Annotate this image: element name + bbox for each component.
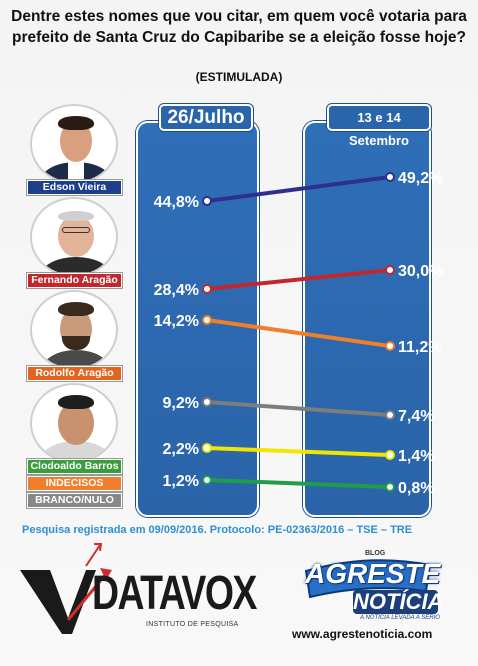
candidate-photo-clodoaldo <box>30 383 118 463</box>
datavox-subtitle: INSTITUTO DE PESQUISA <box>146 621 239 628</box>
pointer-arrow-icon <box>85 543 103 567</box>
label-july-edson-vieira: 44,8% <box>154 194 199 211</box>
label-september-branco-nulo: 0,8% <box>398 480 434 497</box>
label-september-fernando-aragao: 30,0% <box>398 263 443 280</box>
badge-indecisos: INDECISOS <box>27 476 122 491</box>
point-end-indecisos <box>385 450 395 460</box>
datavox-logo-icon <box>20 568 112 634</box>
candidate-badge-rodolfo: Rodolfo Aragão <box>27 366 122 381</box>
website-link[interactable]: www.agrestenoticia.com <box>292 627 433 641</box>
series-line-branco-nulo <box>206 478 391 489</box>
point-end-rodolfo-aragao <box>385 341 395 351</box>
label-september-edson-vieira: 49,2% <box>398 170 443 187</box>
label-july-branco-nulo: 1,2% <box>163 473 199 490</box>
label-september-rodolfo-aragao: 11,2% <box>398 339 442 356</box>
point-start-indecisos <box>202 443 212 453</box>
point-end-fernando-aragao <box>385 265 395 275</box>
candidate-photo-rodolfo <box>30 290 118 370</box>
candidate-badge-edson: Edson Vieira <box>27 180 122 195</box>
agreste-title: AGRESTE <box>305 558 441 589</box>
poll-type: (ESTIMULADA) <box>195 70 283 84</box>
label-july-indecisos: 2,2% <box>163 441 199 458</box>
candidate-badge-clodoaldo: Clodoaldo Barros <box>27 459 122 474</box>
point-end-branco-nulo <box>385 482 395 492</box>
point-start-clodoaldo-barros <box>202 397 212 407</box>
datavox-name: DATAVOX <box>92 567 257 620</box>
series-line-indecisos <box>206 446 391 457</box>
candidate-badge-fernando: Fernando Aragão <box>27 273 122 288</box>
candidate-photo-fernando <box>30 197 118 277</box>
registration-note: Pesquisa registrada em 09/09/2016. Proto… <box>22 524 413 536</box>
badge-branco-nulo: BRANCO/NULO <box>27 493 122 508</box>
agreste-logo-icon <box>304 559 432 599</box>
poll-question-line2: prefeito de Santa Cruz do Capibaribe se … <box>12 29 466 46</box>
blog-label: BLOG <box>365 550 386 557</box>
agreste-subtitle: NOTÍCIA <box>353 589 444 614</box>
point-end-edson-vieira <box>385 172 395 182</box>
label-september-indecisos: 1,4% <box>398 448 434 465</box>
label-july-rodolfo-aragao: 14,2% <box>154 313 199 330</box>
poll-question: Dentre estes nomes que vou citar, em que… <box>0 6 478 48</box>
point-start-rodolfo-aragao <box>202 315 212 325</box>
poll-question-line1: Dentre estes nomes que vou citar, em que… <box>11 8 467 25</box>
series-line-rodolfo-aragao <box>206 318 391 348</box>
series-line-clodoaldo-barros <box>206 400 391 417</box>
period-label-july: 26/Julho <box>159 104 253 131</box>
point-start-branco-nulo <box>202 475 212 485</box>
point-end-clodoaldo-barros <box>385 410 395 420</box>
label-july-clodoaldo-barros: 9,2% <box>163 395 199 412</box>
period-label-september: 13 e 14 Setembro <box>327 104 431 148</box>
label-july-fernando-aragao: 28,4% <box>154 282 199 299</box>
label-september-clodoaldo-barros: 7,4% <box>398 408 434 425</box>
series-line-fernando-aragao <box>206 268 391 291</box>
agreste-tagline: A NOTÍCIA LEVADA A SÉRIO <box>360 615 440 621</box>
candidate-photo-edson <box>30 104 118 184</box>
series-line-edson-vieira <box>206 175 391 203</box>
point-start-fernando-aragao <box>202 284 212 294</box>
point-start-edson-vieira <box>202 196 212 206</box>
